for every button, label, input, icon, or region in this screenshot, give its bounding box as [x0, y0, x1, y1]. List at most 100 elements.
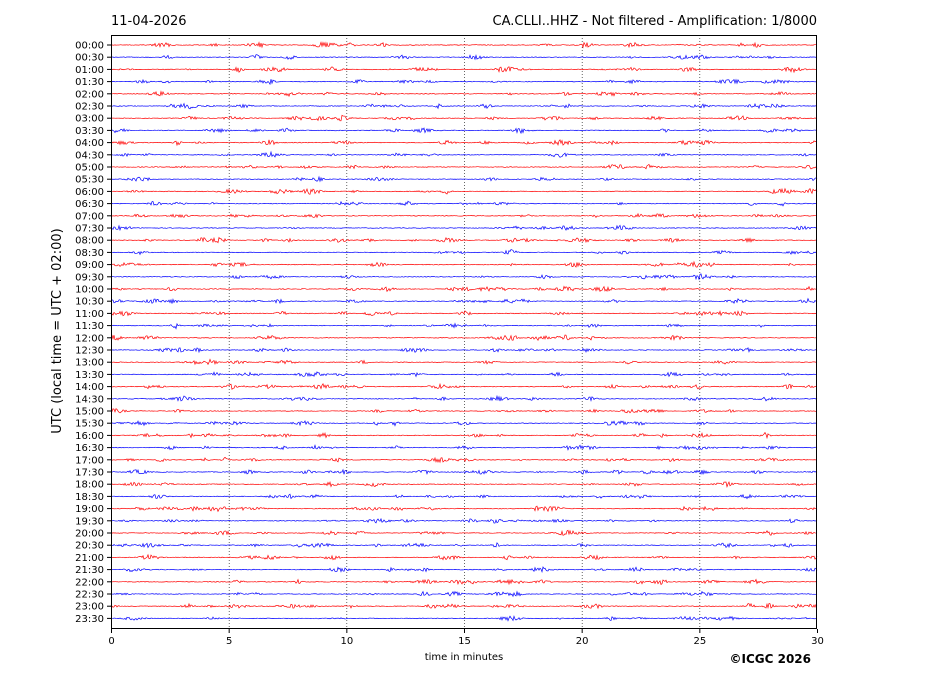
row-time-label: 11:00 — [75, 309, 104, 320]
row-time-label: 18:00 — [75, 480, 104, 491]
trace-0800 — [110, 236, 818, 244]
row-time-label: 21:00 — [75, 553, 104, 564]
trace-1230 — [110, 346, 818, 354]
trace-0230 — [110, 102, 818, 110]
trace-1030 — [110, 297, 818, 305]
trace-1330 — [110, 371, 818, 378]
trace-0430 — [110, 150, 818, 158]
trace-1630 — [110, 444, 818, 451]
trace-0600 — [110, 187, 818, 195]
row-time-label: 19:00 — [75, 504, 104, 515]
trace-1300 — [110, 358, 818, 366]
trace-2030 — [110, 542, 818, 549]
row-time-label: 00:30 — [75, 53, 104, 64]
row-time-label: 07:00 — [75, 211, 104, 222]
x-tick-label: 5 — [226, 636, 232, 647]
row-time-label: 00:00 — [75, 41, 104, 52]
row-time-label: 05:00 — [75, 163, 104, 174]
trace-0000 — [110, 41, 818, 49]
row-time-label: 23:00 — [75, 602, 104, 613]
row-time-label: 07:30 — [75, 224, 104, 235]
row-time-label: 10:00 — [75, 285, 104, 296]
row-time-label: 15:30 — [75, 419, 104, 430]
row-time-label: 13:30 — [75, 370, 104, 381]
row-time-label: 03:30 — [75, 126, 104, 137]
trace-2130 — [110, 566, 818, 573]
trace-1600 — [110, 431, 818, 440]
row-time-label: 06:00 — [75, 187, 104, 198]
trace-0030 — [110, 54, 818, 61]
trace-1730 — [110, 468, 818, 475]
trace-lines — [110, 41, 818, 622]
row-time-label: 03:00 — [75, 114, 104, 125]
trace-2200 — [110, 578, 818, 586]
trace-1800 — [111, 481, 818, 488]
row-time-label: 01:00 — [75, 65, 104, 76]
row-time-label: 15:00 — [75, 407, 104, 418]
trace-1100 — [110, 310, 818, 317]
row-time-label: 16:30 — [75, 443, 104, 454]
chart-station-title: CA.CLLI..HHZ - Not filtered - Amplificat… — [493, 14, 818, 29]
trace-1900 — [110, 505, 818, 513]
trace-0830 — [110, 249, 818, 256]
x-tick-label: 10 — [340, 636, 353, 647]
trace-0200 — [110, 90, 818, 98]
row-time-label: 20:00 — [75, 529, 104, 540]
y-axis-label: UTC (local time = UTC + 02:00) — [50, 228, 65, 433]
row-time-label: 11:30 — [75, 321, 104, 332]
x-tick-label: 0 — [108, 636, 114, 647]
x-axis-ticks: 0 5 10 15 20 25 30 — [108, 629, 824, 647]
trace-1130 — [110, 322, 818, 330]
x-tick-label: 20 — [576, 636, 589, 647]
trace-0900 — [110, 260, 818, 268]
trace-0100 — [110, 66, 818, 74]
row-time-label: 22:00 — [75, 577, 104, 588]
trace-1200 — [110, 334, 818, 342]
row-time-label: 02:00 — [75, 89, 104, 100]
row-time-label: 12:00 — [75, 333, 104, 344]
trace-0630 — [110, 200, 818, 207]
trace-0300 — [110, 114, 818, 122]
row-time-label: 01:30 — [75, 77, 104, 88]
row-time-label: 02:30 — [75, 102, 104, 113]
row-time-label: 17:30 — [75, 468, 104, 479]
trace-0700 — [110, 212, 818, 219]
row-time-label: 18:30 — [75, 492, 104, 503]
trace-1430 — [110, 394, 818, 402]
row-time-label: 23:30 — [75, 614, 104, 625]
row-time-label: 10:30 — [75, 297, 104, 308]
x-tick-label: 30 — [811, 636, 824, 647]
row-time-label: 16:00 — [75, 431, 104, 442]
trace-2000 — [110, 529, 818, 536]
plot-frame — [111, 35, 817, 629]
vertical-grid — [228, 35, 701, 629]
row-time-label: 09:00 — [75, 260, 104, 271]
trace-0130 — [110, 78, 818, 86]
trace-1830 — [110, 493, 818, 500]
trace-0400 — [110, 139, 818, 147]
trace-1500 — [110, 408, 818, 414]
trace-1930 — [110, 517, 818, 524]
row-time-label: 09:30 — [75, 272, 104, 283]
row-time-label: 04:00 — [75, 138, 104, 149]
trace-2330 — [110, 615, 818, 622]
trace-1400 — [110, 382, 818, 391]
row-time-label: 19:30 — [75, 516, 104, 527]
trace-2230 — [110, 590, 818, 598]
trace-2300 — [110, 602, 818, 610]
x-axis-label: time in minutes — [425, 652, 504, 663]
x-tick-label: 25 — [693, 636, 706, 647]
trace-0530 — [110, 175, 818, 183]
trace-1000 — [110, 285, 818, 293]
row-time-label: 17:00 — [75, 455, 104, 466]
row-time-label: 04:30 — [75, 150, 104, 161]
trace-1700 — [110, 456, 818, 464]
trace-2100 — [110, 553, 818, 561]
trace-0330 — [110, 127, 818, 135]
row-time-label: 13:00 — [75, 358, 104, 369]
row-time-label: 22:30 — [75, 590, 104, 601]
row-time-label: 12:30 — [75, 346, 104, 357]
row-time-label: 08:00 — [75, 236, 104, 247]
